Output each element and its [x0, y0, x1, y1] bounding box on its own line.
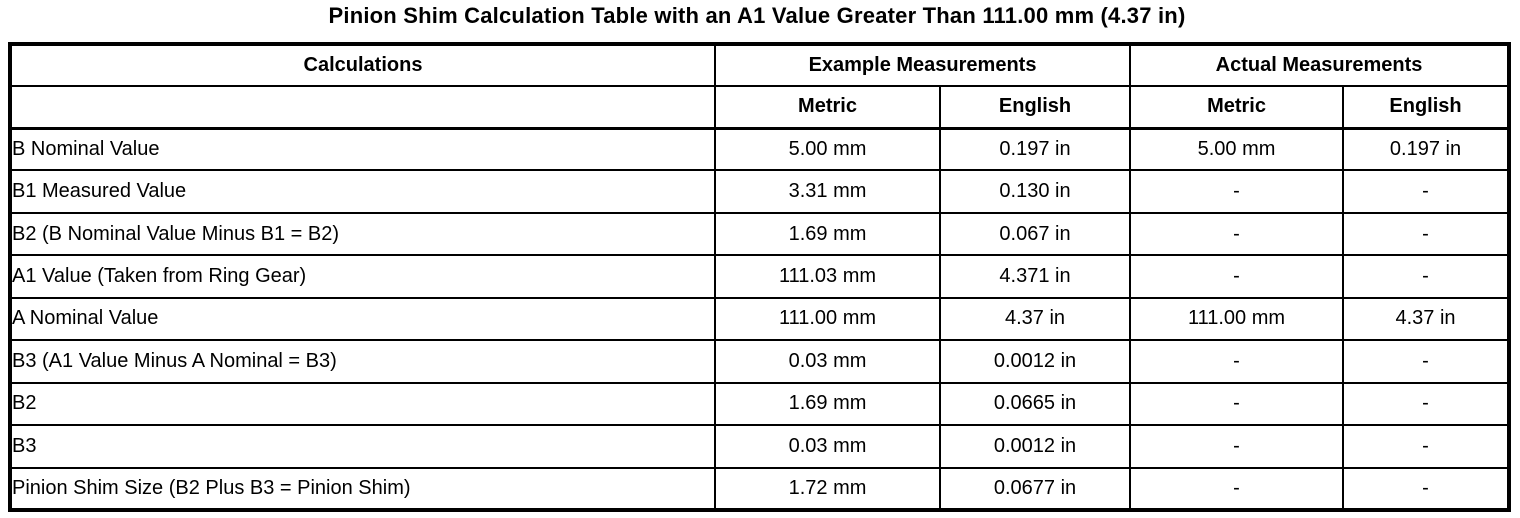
example-english-value: 0.0665 in — [938, 381, 1132, 427]
row-label: A1 Value (Taken from Ring Gear) — [9, 254, 716, 299]
table-row: B1 Measured Value 3.31 mm 0.130 in - - — [9, 169, 1511, 214]
example-english-value: 0.0012 in — [938, 424, 1132, 469]
row-label: A Nominal Value — [9, 296, 716, 342]
calculations-column-header: Calculations — [9, 43, 716, 87]
empty-header-cell — [9, 85, 716, 130]
actual-english-value: - — [1342, 169, 1511, 214]
actual-metric-value: - — [1129, 169, 1345, 214]
row-label: B2 — [9, 381, 716, 427]
example-english-value: 0.197 in — [938, 126, 1132, 172]
example-metric-value: 111.03 mm — [714, 254, 941, 299]
example-english-header: English — [938, 85, 1132, 130]
example-metric-value: 1.69 mm — [714, 381, 941, 427]
row-label: Pinion Shim Size (B2 Plus B3 = Pinion Sh… — [9, 466, 716, 511]
table-row: B3 0.03 mm 0.0012 in - - — [9, 424, 1511, 469]
example-metric-value: 1.69 mm — [714, 211, 941, 257]
example-english-value: 0.067 in — [938, 211, 1132, 257]
row-label: B1 Measured Value — [9, 169, 716, 214]
table-row: B2 (B Nominal Value Minus B1 = B2) 1.69 … — [9, 211, 1511, 257]
actual-metric-header: Metric — [1129, 85, 1345, 130]
actual-metric-value: - — [1129, 211, 1345, 257]
example-metric-value: 0.03 mm — [714, 424, 941, 469]
unit-header-row: Metric English Metric English — [9, 85, 1511, 130]
example-metric-value: 1.72 mm — [714, 466, 941, 511]
actual-english-value: 0.197 in — [1342, 126, 1511, 172]
page-title: Pinion Shim Calculation Table with an A1… — [328, 3, 1186, 28]
example-metric-header: Metric — [714, 85, 941, 130]
row-label: B Nominal Value — [9, 126, 716, 172]
actual-metric-value: 111.00 mm — [1129, 296, 1345, 342]
table-row: B Nominal Value 5.00 mm 0.197 in 5.00 mm… — [9, 126, 1511, 172]
actual-english-value: - — [1342, 424, 1511, 469]
table-row: B3 (A1 Value Minus A Nominal = B3) 0.03 … — [9, 339, 1511, 384]
actual-metric-value: 5.00 mm — [1129, 126, 1345, 172]
table-row: A Nominal Value 111.00 mm 4.37 in 111.00… — [9, 296, 1511, 342]
example-english-value: 0.0012 in — [938, 339, 1132, 384]
actual-measurements-group-header: Actual Measurements — [1129, 43, 1511, 87]
actual-english-value: - — [1342, 466, 1511, 511]
example-measurements-group-header: Example Measurements — [713, 43, 1132, 87]
example-metric-value: 0.03 mm — [714, 339, 941, 384]
actual-english-value: - — [1342, 339, 1511, 384]
actual-english-value: - — [1342, 211, 1511, 257]
example-english-value: 0.0677 in — [938, 466, 1132, 511]
pinion-shim-calculation-table: Calculations Example Measurements Actual… — [8, 42, 1512, 512]
actual-english-value: 4.37 in — [1342, 296, 1511, 342]
actual-metric-value: - — [1129, 466, 1345, 511]
group-header-row: Calculations Example Measurements Actual… — [9, 43, 1511, 87]
actual-metric-value: - — [1129, 424, 1345, 469]
example-english-value: 0.130 in — [938, 169, 1132, 214]
example-metric-value: 3.31 mm — [714, 169, 941, 214]
row-label: B3 — [9, 424, 716, 469]
example-metric-value: 5.00 mm — [714, 126, 941, 172]
row-label: B3 (A1 Value Minus A Nominal = B3) — [9, 339, 716, 384]
actual-english-value: - — [1342, 381, 1511, 427]
actual-metric-value: - — [1129, 339, 1345, 384]
row-label: B2 (B Nominal Value Minus B1 = B2) — [9, 211, 716, 257]
actual-english-value: - — [1342, 254, 1511, 299]
table-row: Pinion Shim Size (B2 Plus B3 = Pinion Sh… — [9, 466, 1511, 511]
actual-metric-value: - — [1129, 381, 1345, 427]
table-row: A1 Value (Taken from Ring Gear) 111.03 m… — [9, 254, 1511, 299]
example-metric-value: 111.00 mm — [714, 296, 941, 342]
actual-metric-value: - — [1129, 254, 1345, 299]
table-row: B2 1.69 mm 0.0665 in - - — [9, 381, 1511, 427]
example-english-value: 4.371 in — [938, 254, 1132, 299]
example-english-value: 4.37 in — [938, 296, 1132, 342]
actual-english-header: English — [1342, 85, 1511, 130]
